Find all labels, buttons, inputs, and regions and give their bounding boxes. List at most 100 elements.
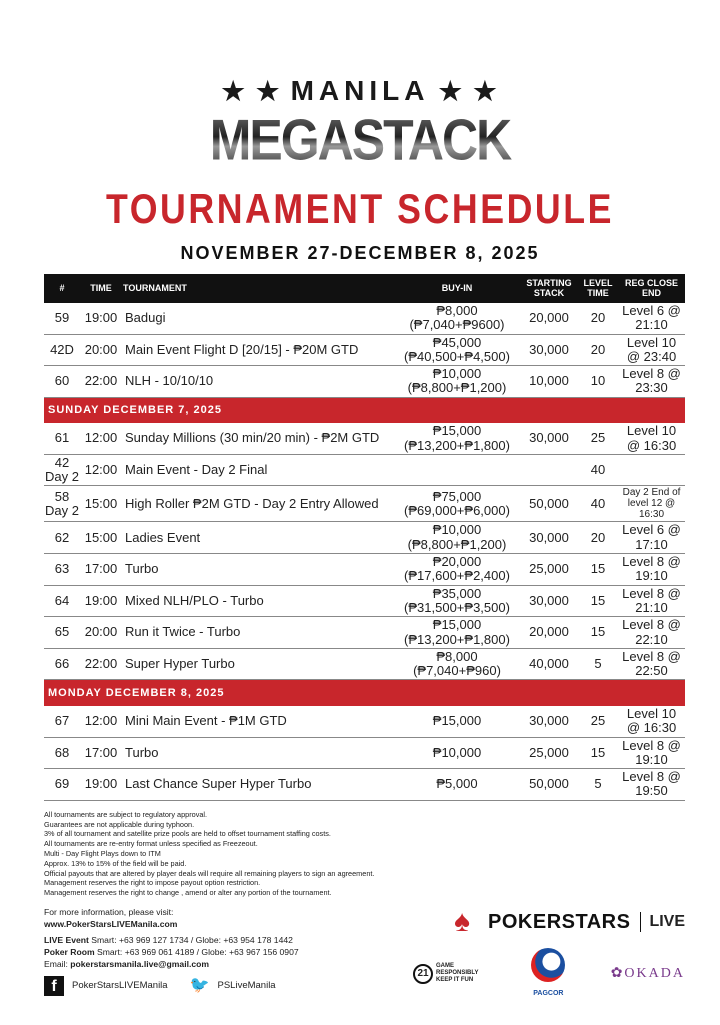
cell-tournament: Main Event Flight D [20/15] - ₱20M GTD [122,334,394,367]
cell-time: 12:00 [80,454,122,487]
cell-tournament: Badugi [122,303,394,335]
cell-level: 15 [578,585,618,618]
cell-number: 58 Day 2 [44,485,80,523]
cell-stack [520,454,578,487]
cell-number: 42D [44,334,80,367]
cell-buyin: ₱15,000 (₱13,200+₱1,800) [394,423,520,455]
schedule-table: # TIME TOURNAMENT BUY-IN STARTING STACK LEVEL… [44,274,685,801]
cell-reg-close: Level 10 @ 23:40 [618,334,685,367]
cell-time: 17:00 [80,737,122,770]
website-link[interactable]: www.PokerStarsLIVEManila.com [44,918,178,929]
brand-name: MANILA [290,75,430,106]
buyin-total: ₱8,000 [436,648,478,664]
live-phones: Smart: +63 969 127 1734 / Globe: +63 954… [88,934,293,945]
visit-text: For more information, please visit: [44,906,174,917]
column-header: STARTING STACK [520,274,578,303]
facebook-link[interactable]: PokerStarsLIVEManila [72,979,168,991]
table-row: 42 Day 2 12:00 Main Event - Day 2 Final 40 [44,454,685,487]
cell-buyin: ₱10,000 [394,737,520,770]
column-header: TOURNAMENT [122,274,394,303]
buyin-total: ₱15,000 [432,713,482,729]
cell-number: 67 [44,705,80,738]
cell-reg-close: Level 8 @ 21:10 [618,585,685,618]
cell-time: 19:00 [80,303,122,335]
live-wordmark: LIVE [640,911,685,932]
cell-buyin: ₱8,000 (₱7,040+₱9600) [394,303,520,335]
cell-tournament: Super Hyper Turbo [122,648,394,681]
room-label: Poker Room [44,946,95,957]
table-row: 64 19:00 Mixed NLH/PLO - Turbo ₱35,000 (₱31,… [44,585,685,618]
cell-number: 64 [44,585,80,618]
cell-stack: 25,000 [520,553,578,586]
note-line: 3% of all tournament and satellite prize… [44,829,331,839]
cell-level: 15 [578,553,618,586]
table-row: 65 20:00 Run it Twice - Turbo ₱15,000 (₱13,2… [44,616,685,649]
cell-buyin: ₱10,000 (₱8,800+₱1,200) [394,521,520,555]
cell-level: 20 [578,303,618,335]
cell-stack: 30,000 [520,334,578,367]
cell-buyin: ₱75,000 (₱69,000+₱6,000) [394,485,520,523]
note-line: All tournaments are re-entry format unle… [44,839,258,849]
buyin-split: (₱13,200+₱1,800) [404,631,510,647]
buyin-total: ₱15,000 [432,423,482,439]
day-header: MONDAY DECEMBER 8, 2025 [44,679,685,706]
cell-time: 15:00 [80,485,122,523]
cell-stack: 30,000 [520,705,578,738]
pokerstars-logo: ♠ POKERSTARS LIVE [454,905,685,938]
cell-number: 59 [44,303,80,335]
twitter-link[interactable]: PSLiveManila [217,979,276,991]
buyin-total: ₱35,000 [432,585,482,601]
cell-level: 20 [578,334,618,367]
buyin-total: ₱20,000 [432,554,482,570]
cell-tournament: Mini Main Event - ₱1M GTD [122,705,394,738]
cell-number: 63 [44,553,80,586]
buyin-total: ₱5,000 [436,776,478,792]
cell-tournament: Main Event - Day 2 Final [122,454,394,487]
cell-stack: 50,000 [520,768,578,801]
contact-info: For more information, please visit: www.… [44,906,409,970]
buyin-split: (₱40,500+₱4,500) [404,348,510,364]
cell-time: 20:00 [80,616,122,649]
okada-text: OKADA [624,965,685,981]
table-row: 58 Day 2 15:00 High Roller ₱2M GTD - Day 2… [44,485,685,523]
cell-stack: 50,000 [520,485,578,523]
buyin-split: (₱7,040+₱9600) [409,317,505,333]
social-links: f PokerStarsLIVEManila 🐦 PSLiveManila [44,975,409,996]
cell-reg-close [618,454,685,487]
cell-stack: 25,000 [520,737,578,770]
buyin-split: (₱8,800+₱1,200) [407,380,507,396]
buyin-total: ₱15,000 [432,617,482,633]
buyin-split: (₱17,600+₱2,400) [404,568,510,584]
cell-time: 19:00 [80,585,122,618]
cell-tournament: Mixed NLH/PLO - Turbo [122,585,394,618]
cell-tournament: Sunday Millions (30 min/20 min) - ₱2M GT… [122,423,394,455]
cell-number: 62 [44,521,80,555]
cell-reg-close: Level 8 @ 19:10 [618,553,685,586]
table-row: 60 22:00 NLH - 10/10/10 ₱10,000 (₱8,800+₱1,2… [44,365,685,398]
terms-notes: All tournaments are subject to regulator… [44,810,685,898]
cell-stack: 30,000 [520,521,578,555]
cell-reg-close: Level 8 @ 23:30 [618,365,685,398]
buyin-total: ₱10,000 [432,744,482,760]
table-row: 59 19:00 Badugi ₱8,000 (₱7,040+₱9600) 20,000 2… [44,303,685,335]
cell-reg-close: Level 6 @ 17:10 [618,521,685,555]
pagcor-text: PAGCOR [533,989,564,997]
footer: For more information, please visit: www.… [44,905,685,1000]
cell-reg-close: Level 8 @ 22:10 [618,616,685,649]
column-header: # [44,274,80,303]
cell-time: 19:00 [80,768,122,801]
cell-time: 12:00 [80,705,122,738]
cell-stack: 40,000 [520,648,578,681]
content-flow: # TIME TOURNAMENT BUY-IN STARTING STACK LEVEL… [44,274,685,1000]
cell-tournament: Turbo [122,553,394,586]
cell-level: 5 [578,648,618,681]
page-title: TOURNAMENT SCHEDULE [106,185,614,232]
cell-reg-close: Level 10 @ 16:30 [618,705,685,738]
buyin-split: (₱69,000+₱6,000) [404,502,510,518]
cell-level: 5 [578,768,618,801]
table-row: 69 19:00 Last Chance Super Hyper Turbo ₱5,0… [44,768,685,801]
cell-tournament: Turbo [122,737,394,770]
email-link[interactable]: pokerstarsmanila.live@gmail.com [70,958,210,969]
cell-number: 60 [44,365,80,398]
table-row: 67 12:00 Mini Main Event - ₱1M GTD ₱15,000 3… [44,705,685,738]
